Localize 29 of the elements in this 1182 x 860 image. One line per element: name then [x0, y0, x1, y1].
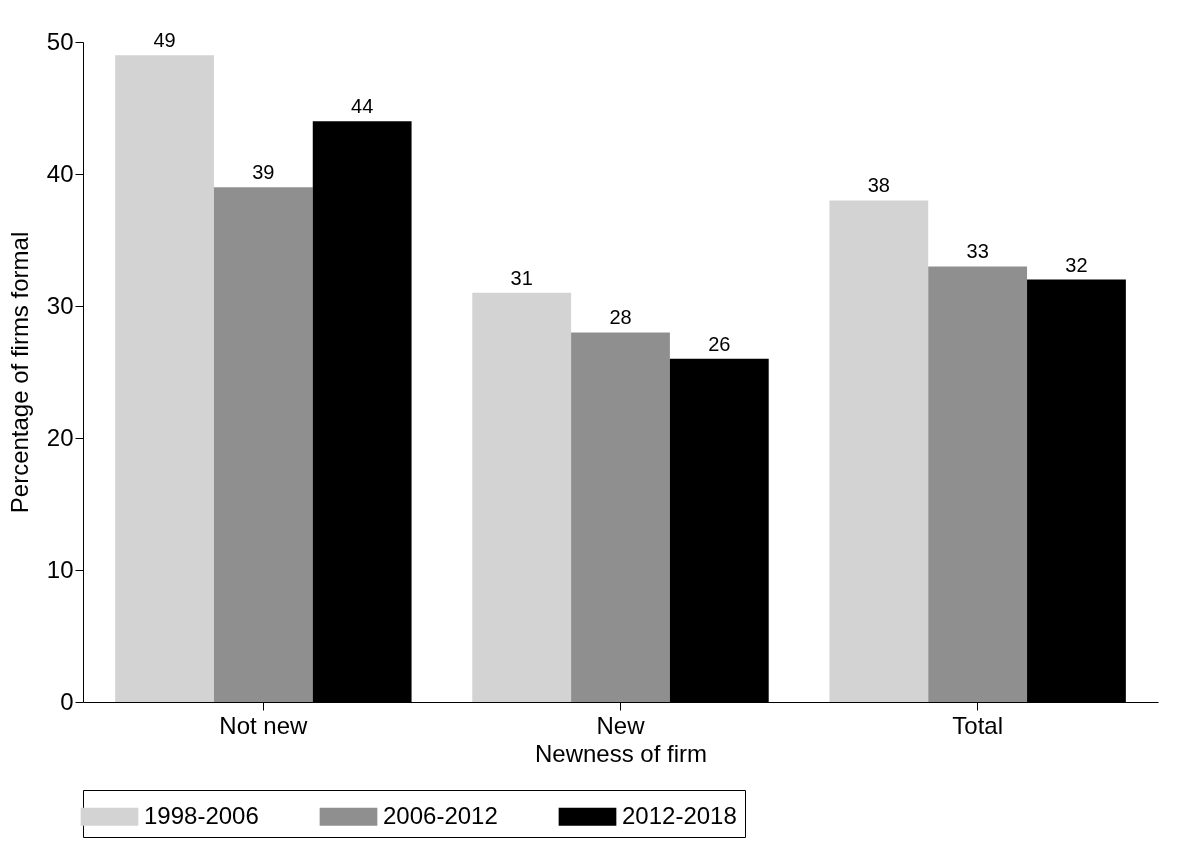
data-label: 38 [867, 174, 890, 197]
x-tick-label: Not new [219, 711, 309, 739]
x-tick-label: New [596, 711, 646, 739]
legend-label: 2006-2012 [383, 801, 498, 829]
legend-label: 1998-2006 [144, 801, 259, 829]
bar [213, 187, 313, 702]
data-label: 39 [252, 161, 275, 184]
y-tick-label: 30 [46, 291, 74, 319]
data-label: 26 [708, 332, 731, 355]
y-tick-label: 40 [46, 159, 74, 187]
data-label: 49 [153, 29, 176, 52]
bar [115, 55, 214, 702]
data-label: 32 [1065, 253, 1088, 276]
bar [472, 292, 572, 702]
y-axis-title: Percentage of firms formal [5, 231, 33, 514]
data-label: 44 [351, 95, 374, 118]
x-tick-label: Total [952, 711, 1003, 739]
y-tick-label: 20 [46, 423, 74, 451]
legend-label: 2012-2018 [622, 801, 737, 829]
data-label: 28 [609, 306, 632, 329]
y-tick-label: 0 [60, 687, 74, 715]
data-label: 33 [966, 240, 989, 263]
x-axis-title: Newness of firm [534, 739, 708, 767]
bar [571, 332, 670, 702]
y-tick-label: 50 [46, 27, 74, 55]
bar [928, 266, 1028, 702]
data-label: 31 [510, 266, 533, 289]
bar [829, 200, 929, 702]
y-tick-label: 10 [46, 555, 74, 583]
